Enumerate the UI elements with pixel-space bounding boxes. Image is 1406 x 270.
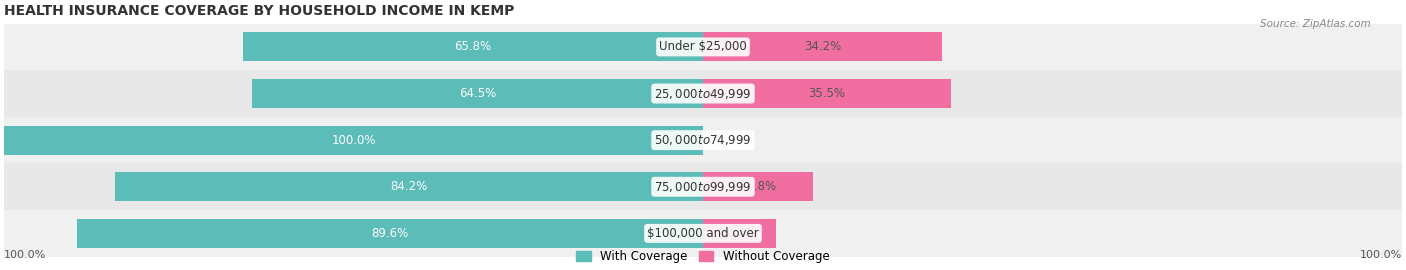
Text: 35.5%: 35.5% [808,87,845,100]
Bar [252,79,703,108]
Bar [4,210,1402,257]
Legend: With Coverage, Without Coverage: With Coverage, Without Coverage [572,245,834,268]
Bar [114,172,703,201]
Text: 100.0%: 100.0% [1360,250,1402,260]
Text: Under $25,000: Under $25,000 [659,40,747,53]
Text: 15.8%: 15.8% [740,180,776,193]
Bar [4,24,1402,70]
Bar [4,70,1402,117]
Text: Source: ZipAtlas.com: Source: ZipAtlas.com [1260,19,1371,29]
Bar [4,126,703,155]
Text: 100.0%: 100.0% [332,134,375,147]
Bar [77,219,703,248]
Text: 10.5%: 10.5% [721,227,758,240]
Text: 64.5%: 64.5% [458,87,496,100]
Text: $75,000 to $99,999: $75,000 to $99,999 [654,180,752,194]
Text: 34.2%: 34.2% [804,40,841,53]
Bar [4,117,1402,163]
Text: $25,000 to $49,999: $25,000 to $49,999 [654,87,752,100]
Bar [243,32,703,61]
Text: HEALTH INSURANCE COVERAGE BY HOUSEHOLD INCOME IN KEMP: HEALTH INSURANCE COVERAGE BY HOUSEHOLD I… [4,4,515,18]
Text: $50,000 to $74,999: $50,000 to $74,999 [654,133,752,147]
Text: 100.0%: 100.0% [4,250,46,260]
Bar [703,219,776,248]
Bar [703,79,950,108]
Bar [4,163,1402,210]
Text: 65.8%: 65.8% [454,40,492,53]
Bar [703,32,942,61]
Text: $100,000 and over: $100,000 and over [647,227,759,240]
Text: 84.2%: 84.2% [391,180,427,193]
Bar [703,172,814,201]
Text: 89.6%: 89.6% [371,227,409,240]
